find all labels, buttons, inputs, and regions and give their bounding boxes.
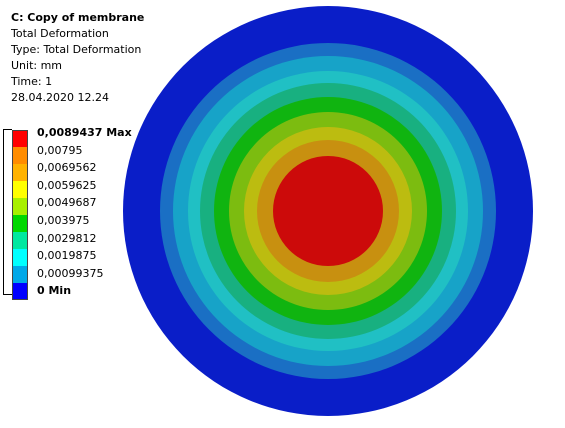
legend-swatch-4: [12, 198, 28, 215]
result-date: 28.04.2020 12.24: [11, 91, 109, 104]
legend-label-2: 0,0069562: [37, 161, 97, 175]
legend-label-9: 0 Min: [37, 284, 72, 298]
legend-swatch-1: [12, 147, 28, 164]
legend-swatch-5: [12, 215, 28, 232]
legend-label-7: 0,0019875: [37, 249, 97, 263]
legend-label-1: 0,00795: [37, 143, 83, 157]
legend-label-5: 0,003975: [37, 214, 90, 227]
legend-swatch-7: [12, 249, 28, 266]
legend-swatch-9: [12, 283, 28, 300]
legend-swatch-0: [12, 130, 28, 147]
legend-swatch-3: [12, 181, 28, 198]
result-title: C: Copy of membrane: [11, 11, 145, 24]
result-type: Type: Total Deformation: [11, 43, 142, 56]
legend-swatch-6: [12, 232, 28, 249]
result-time: Time: 1: [11, 75, 53, 88]
legend-label-6: 0,0029812: [37, 231, 97, 245]
result-name: Total Deformation: [11, 27, 109, 40]
legend-swatch-2: [12, 164, 28, 181]
legend-label-4: 0,0049687: [37, 196, 97, 210]
result-info-panel: C: Copy of membrane Total Deformation Ty…: [11, 10, 144, 106]
legend-label-3: 0,0059625: [37, 178, 97, 192]
legend-label-0: 0,0089437 Max: [37, 126, 132, 139]
contour-ring-9: [273, 156, 383, 266]
legend-swatch-8: [12, 266, 28, 283]
legend-bracket: [3, 129, 12, 295]
result-unit: Unit: mm: [11, 59, 63, 72]
legend-label-8: 0,00099375: [37, 266, 104, 280]
color-legend[interactable]: 0,0089437 Max 0,00795 0,0069562 0,0059625 0,…: [0, 126, 140, 300]
